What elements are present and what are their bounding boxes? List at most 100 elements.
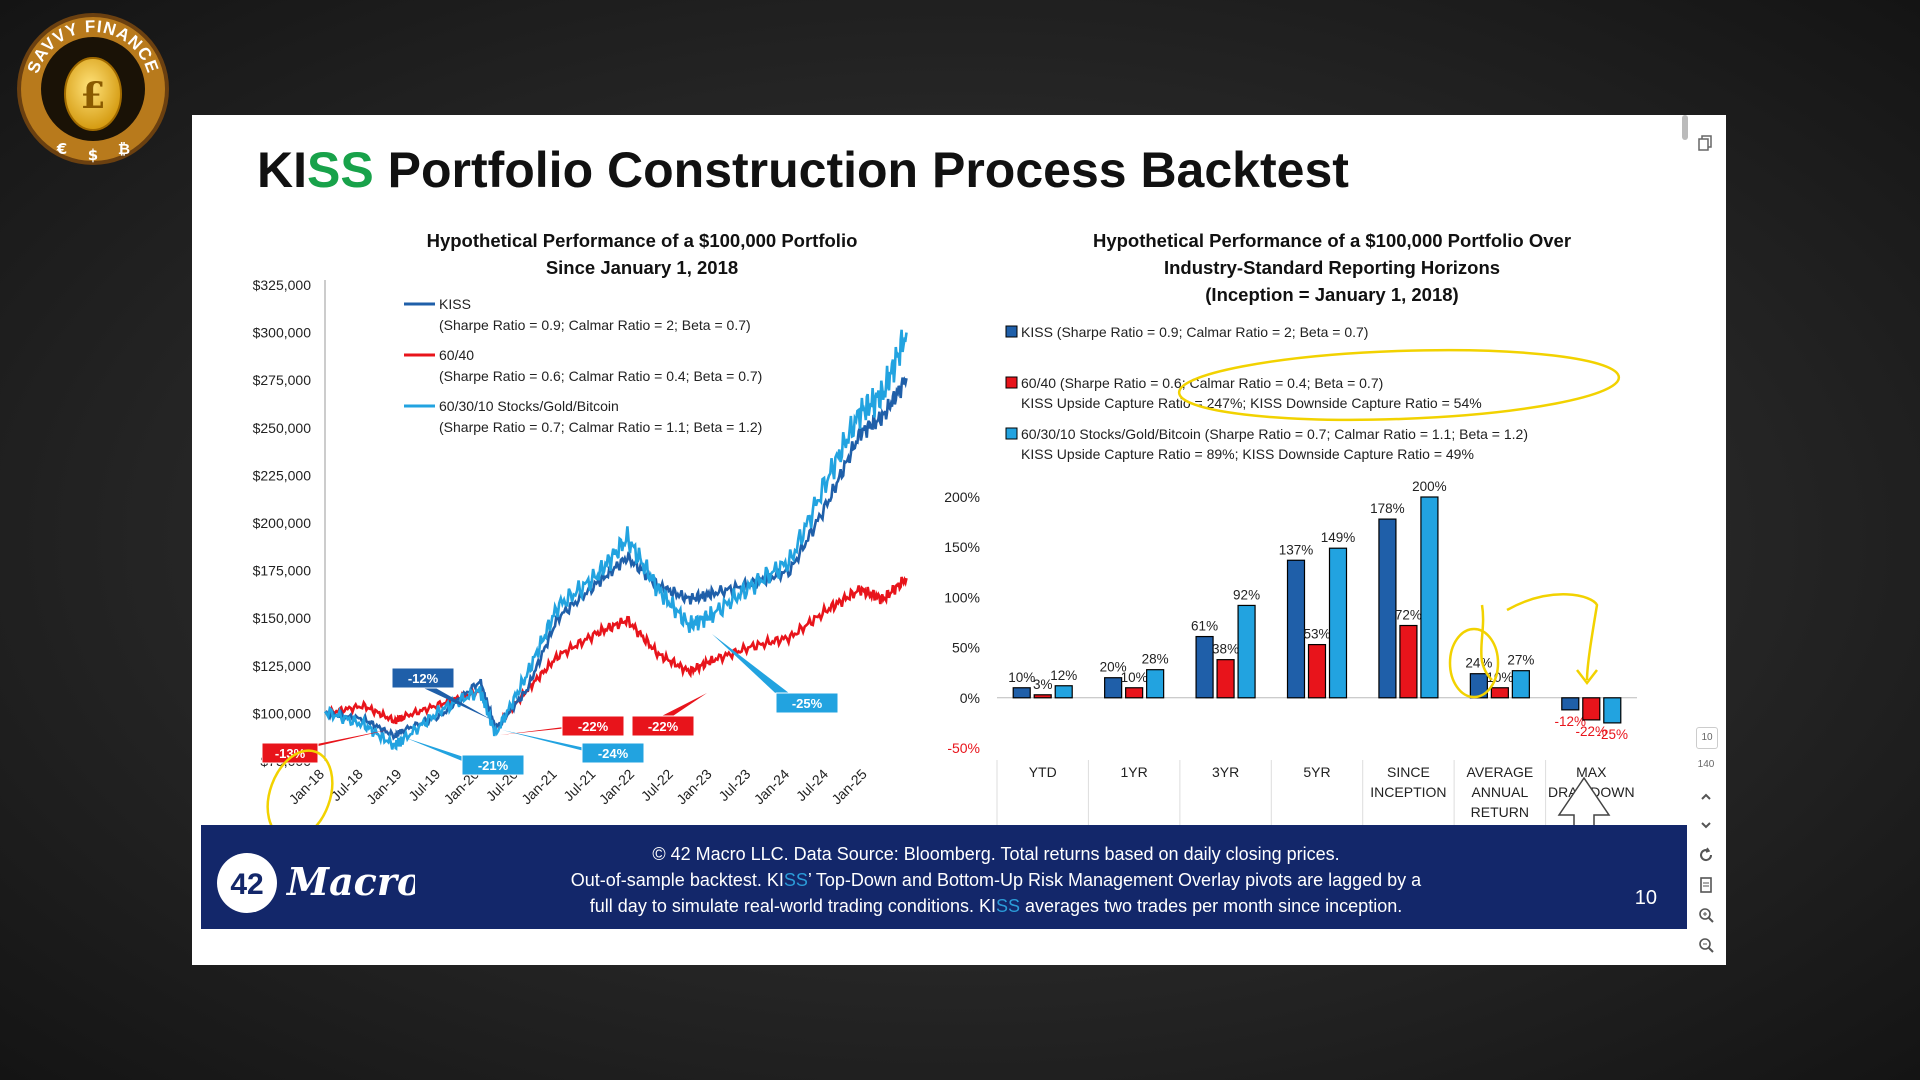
drawdown-callout	[631, 715, 695, 737]
series-line-sixty-forty	[324, 575, 908, 731]
y-tick-label: $225,000	[253, 467, 312, 483]
footer-line2c: ’ Top-Down and Bottom-Up Risk Management…	[807, 870, 1422, 890]
footer-line3a: full day to simulate real-world trading …	[589, 896, 996, 916]
category-label: ANNUAL	[1471, 784, 1528, 800]
legend-swatch	[1005, 376, 1018, 389]
drawdown-callout	[775, 692, 839, 714]
right-chart-title-line2: Industry-Standard Reporting Horizons	[1163, 257, 1501, 278]
left-chart-title-line2: Since January 1, 2018	[545, 257, 739, 278]
bar-sixty-forty	[1399, 624, 1418, 699]
scrollbar-thumb[interactable]	[1682, 115, 1688, 140]
bar-value-label: 92%	[1233, 587, 1260, 602]
bar-kiss	[1286, 559, 1306, 699]
series-line-kiss	[324, 376, 908, 741]
yellow-circle-annotation	[1448, 627, 1500, 699]
bar-sixty-forty	[1216, 659, 1235, 699]
title-ss: SS	[307, 142, 374, 198]
footer-line2: Out-of-sample backtest. KISS’ Top-Down a…	[421, 867, 1571, 893]
title-rest: Portfolio Construction Process Backtest	[373, 142, 1349, 198]
bar-kiss	[1469, 673, 1488, 699]
slide-title: KISS Portfolio Construction Process Back…	[257, 141, 1349, 199]
y-tick-label: $200,000	[253, 515, 312, 531]
y-tick-label: 100%	[944, 589, 980, 605]
right-chart-title: Hypothetical Performance of a $100,000 P…	[982, 227, 1682, 308]
bar-value-label: 178%	[1370, 501, 1405, 516]
brand-name: Macro	[285, 859, 415, 904]
category-label: INCEPTION	[1370, 784, 1446, 800]
footer: 42 Macro © 42 Macro LLC. Data Source: Bl…	[201, 825, 1687, 929]
zoom-in-icon[interactable]	[1696, 905, 1716, 925]
category-label: MAX	[1576, 764, 1607, 780]
bar-stocks-gold-bitcoin	[1603, 697, 1622, 724]
zoom-out-icon[interactable]	[1696, 935, 1716, 955]
bar-sixty-forty	[1033, 694, 1052, 699]
series-line-stocks-gold-bitcoin	[323, 329, 908, 751]
legend-swatch	[1005, 325, 1018, 338]
bar-chart: KISS (Sharpe Ratio = 0.9; Calmar Ratio =…	[944, 324, 1637, 825]
bar-sixty-forty	[1490, 687, 1509, 699]
drawdown-callout-label: -24%	[598, 746, 629, 761]
bar-value-label: 20%	[1100, 660, 1127, 675]
footer-line3: full day to simulate real-world trading …	[421, 893, 1571, 919]
bar-value-label: 200%	[1412, 479, 1447, 494]
document-icon[interactable]	[1696, 875, 1716, 895]
category-label: 1YR	[1121, 764, 1148, 780]
drawdown-callout	[391, 667, 455, 689]
bar-value-label: 10%	[1008, 670, 1035, 685]
page-current-box[interactable]: 10	[1696, 727, 1718, 749]
legend-line2: KISS Upside Capture Ratio = 247%; KISS D…	[1021, 395, 1482, 411]
bar-value-label: -12%	[1555, 714, 1587, 729]
legend-line2: KISS Upside Capture Ratio = 89%; KISS Do…	[1021, 446, 1474, 462]
yellow-circle-annotation	[1177, 348, 1621, 422]
bar-kiss	[1378, 518, 1397, 699]
category-label: RETURN	[1471, 804, 1529, 820]
yellow-scribble-annotation	[1480, 604, 1493, 681]
bar-value-label: 3%	[1033, 677, 1053, 692]
y-tick-label: $150,000	[253, 610, 312, 626]
legend-detail: (Sharpe Ratio = 0.6; Calmar Ratio = 0.4;…	[439, 368, 762, 384]
yellow-circle-annotation	[266, 749, 334, 825]
copy-icon[interactable]	[1696, 133, 1716, 153]
bar-stocks-gold-bitcoin	[1054, 685, 1073, 699]
bar-kiss	[1104, 677, 1123, 699]
bar-value-label: 28%	[1142, 652, 1169, 667]
category-label: SINCE	[1387, 764, 1430, 780]
y-tick-label: $300,000	[253, 325, 312, 341]
slide: KISS Portfolio Construction Process Back…	[192, 115, 1726, 965]
bar-kiss	[1012, 687, 1031, 699]
brand-number: 42	[230, 868, 263, 901]
y-tick-label: 0%	[960, 690, 980, 706]
chevron-up-icon[interactable]	[1696, 787, 1716, 807]
macro-brand-logo: 42 Macro	[217, 853, 415, 913]
left-chart-title: Hypothetical Performance of a $100,000 P…	[342, 227, 942, 281]
chevron-down-icon[interactable]	[1696, 815, 1716, 835]
y-tick-label: 150%	[944, 539, 980, 555]
footer-line2b: SS	[783, 870, 808, 890]
category-label: 3YR	[1212, 764, 1239, 780]
bar-value-label: 38%	[1212, 642, 1239, 657]
category-label: YTD	[1029, 764, 1057, 780]
left-chart-title-line1: Hypothetical Performance of a $100,000 P…	[426, 230, 858, 251]
legend-swatch	[1005, 427, 1018, 440]
y-tick-label: -50%	[947, 740, 980, 756]
y-tick-label: $250,000	[253, 420, 312, 436]
footer-text: © 42 Macro LLC. Data Source: Bloomberg. …	[421, 841, 1571, 919]
legend-detail: (Sharpe Ratio = 0.9; Calmar Ratio = 2; B…	[439, 317, 751, 333]
rotate-icon[interactable]	[1696, 845, 1716, 865]
legend-name: KISS	[439, 296, 471, 312]
footer-line3b: SS	[995, 896, 1020, 916]
y-tick-label: 200%	[944, 489, 980, 505]
y-tick-label: $175,000	[253, 563, 312, 579]
bar-stocks-gold-bitcoin	[1511, 670, 1530, 699]
bar-value-label: 149%	[1321, 530, 1356, 545]
drawdown-callout-label: -22%	[578, 719, 609, 734]
dollar-symbol: $	[88, 146, 98, 164]
bar-stocks-gold-bitcoin	[1237, 604, 1256, 699]
bar-stocks-gold-bitcoin	[1420, 496, 1439, 699]
legend-line1: KISS (Sharpe Ratio = 0.9; Calmar Ratio =…	[1021, 324, 1368, 340]
bar-value-label: 27%	[1507, 653, 1534, 668]
legend-line1: 60/40 (Sharpe Ratio = 0.6; Calmar Ratio …	[1021, 375, 1383, 391]
white-arrow-cursor	[1557, 776, 1611, 825]
drawdown-callout-label: -21%	[478, 758, 509, 773]
bar-value-label: 24%	[1465, 656, 1492, 671]
